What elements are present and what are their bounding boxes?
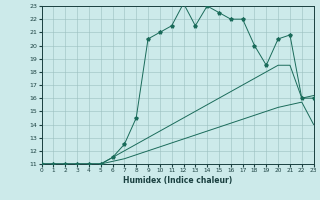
- X-axis label: Humidex (Indice chaleur): Humidex (Indice chaleur): [123, 176, 232, 185]
